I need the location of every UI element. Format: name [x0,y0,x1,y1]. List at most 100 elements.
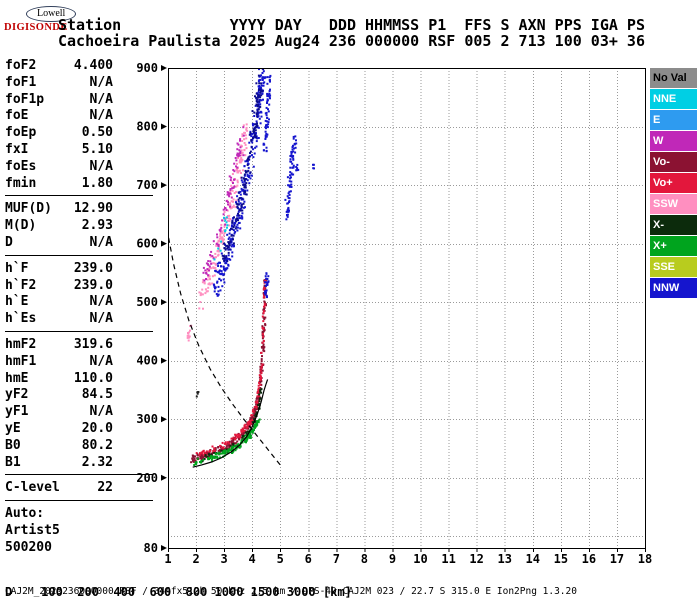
date-column-label: YYYY DAY [229,16,302,34]
param-label: fxI [5,141,29,157]
param-row: D N/A [5,235,113,252]
param-value: N/A [89,404,113,420]
param-value: 1.80 [81,175,113,191]
legend-item-voplus: Vo+ [650,173,697,193]
svg-text:11: 11 [441,552,455,566]
param-row: h`E N/A [5,294,113,311]
legend-item-nne: NNE [650,89,697,109]
header: Station YYYY DAY DDD HHMMSS P1 FFS S AXN… [58,17,645,49]
param-label: hmE [5,370,29,386]
param-label: C-level [5,480,60,496]
param-label: h`F [5,260,29,276]
svg-text:5: 5 [277,552,284,566]
overlay-curves [168,237,281,468]
param-footer-line: Auto: [5,506,45,522]
param-footer-line: 500200 [5,539,52,555]
param-value: 22 [97,480,113,496]
param-separator [5,254,153,256]
param-row: foF2 4.400 [5,58,113,75]
muf-distance-line: D 100 200 400 600 800 1000 1500 3000 [km… [5,585,352,599]
footer-line: CAJ2M_2025236000000.RSF / 344fx512h 50 k… [5,586,577,597]
svg-text:2: 2 [192,552,199,566]
legend-item-ssw: SSW [650,194,697,214]
legend-item-e: E [650,110,697,130]
svg-text:600: 600 [136,237,158,251]
param-row: MUF(D) 12.90 [5,201,113,218]
param-footer-line: Artist5 [5,522,60,538]
param-separator [5,195,153,197]
station-name: Cachoeira Paulista [58,32,221,50]
param-value: N/A [89,108,113,124]
param-value: 239.0 [73,277,113,293]
svg-text:16: 16 [582,552,596,566]
svg-text:1: 1 [164,552,171,566]
param-value: N/A [89,91,113,107]
param-row: foF1p N/A [5,92,113,109]
param-label: hmF2 [5,336,37,352]
param-row: yF1 N/A [5,404,113,421]
svg-text:17: 17 [610,552,624,566]
param-row: fmin 1.80 [5,176,113,193]
param-label: fmin [5,175,37,191]
param-row: C-level 22 [5,480,113,497]
param-value: 2.93 [81,218,113,234]
legend-item-xminus: X- [650,215,697,235]
legend-item-w: W [650,131,697,151]
param-label: h`F2 [5,277,37,293]
param-row: M(D) 2.93 [5,218,113,235]
legend-item-vominus: Vo- [650,152,697,172]
param-value: 4.400 [73,58,113,73]
param-panel: foF2 4.400 foF1 N/A foF1p N/A foE N/A foEp 0.50 fx… [5,58,155,557]
param-label: foF1 [5,74,37,90]
svg-text:12: 12 [469,552,483,566]
param-label: yE [5,420,21,436]
param-row: foEp 0.50 [5,125,113,142]
param-row: B1 2.32 [5,455,113,472]
svg-text:6: 6 [305,552,312,566]
date-value: 2025 Aug24 [229,32,320,50]
muf-table: D 100 200 400 600 800 1000 1500 3000 [km… [5,560,359,600]
svg-text:18: 18 [638,552,652,566]
param-row: h`F2 239.0 [5,278,113,295]
legend-item-nnw: NNW [650,278,697,298]
param-value: 84.5 [81,387,113,403]
param-row: yE 20.0 [5,421,113,438]
lowell-digisonde-logo: Lowell DIGISONDE [4,3,77,34]
param-value: 5.10 [81,141,113,157]
svg-text:500: 500 [136,295,158,309]
param-row: fxI 5.10 [5,142,113,159]
param-label: B0 [5,437,21,453]
svg-text:80: 80 [144,541,158,555]
lowell-logo-text: Lowell [26,6,77,22]
svg-text:10: 10 [413,552,427,566]
param-value: N/A [89,294,113,310]
svg-text:3: 3 [221,552,228,566]
param-value: N/A [89,353,113,369]
param-label: h`E [5,294,29,310]
param-value: N/A [89,158,113,174]
time-value: 236 000000 RSF [328,32,456,50]
param-value: 239.0 [73,260,113,276]
param-value: 110.0 [73,370,113,386]
flags-column-label: FFS S AXN PPS IGA PS [464,16,645,34]
station-label: Station [58,16,122,34]
param-value: 319.6 [73,336,113,352]
svg-text:300: 300 [136,412,158,426]
svg-text:7: 7 [333,552,340,566]
param-value: N/A [89,311,113,327]
param-row: foE N/A [5,108,113,125]
svg-text:14: 14 [526,552,540,566]
param-label: MUF(D) [5,201,52,217]
param-label: yF2 [5,387,29,403]
x-axis-ticks: 1 2 3 4 5 6 7 8 9 10 11 12 13 14 15 16 17 18 [164,548,652,566]
param-row: hmF2 319.6 [5,337,113,354]
param-label: B1 [5,454,21,470]
true-height-profile-curve [192,379,269,468]
svg-text:400: 400 [136,354,158,368]
svg-text:13: 13 [497,552,511,566]
svg-text:4: 4 [249,552,256,566]
svg-text:700: 700 [136,178,158,192]
legend-item-no-val: No Val [650,68,697,88]
param-row: foF1 N/A [5,75,113,92]
